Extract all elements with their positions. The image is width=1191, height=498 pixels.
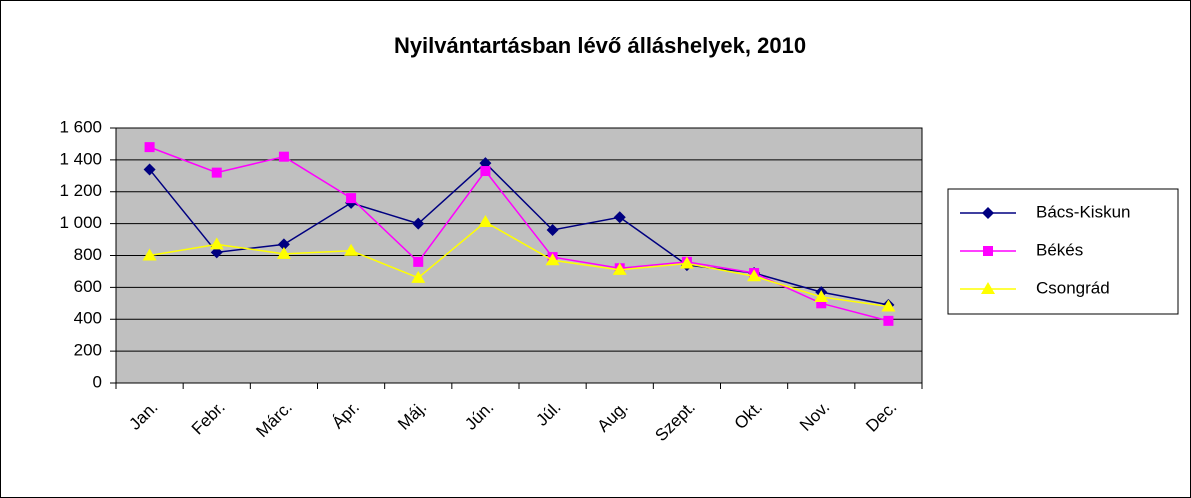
marker — [881, 299, 896, 312]
marker — [480, 166, 491, 177]
series-line — [149, 221, 889, 308]
marker — [612, 262, 627, 275]
marker — [613, 211, 626, 224]
marker — [411, 270, 426, 283]
marker — [747, 269, 762, 282]
marker — [144, 142, 155, 153]
y-tick-label: 600 — [74, 277, 102, 296]
y-tick-label: 1 000 — [59, 213, 102, 232]
marker — [211, 167, 222, 178]
marker — [982, 207, 994, 219]
y-tick-label: 800 — [74, 245, 102, 264]
marker — [546, 224, 559, 236]
marker — [814, 289, 829, 302]
marker — [142, 248, 157, 261]
marker — [883, 315, 894, 326]
marker — [276, 246, 291, 259]
legend-label: Bács-Kiskun — [1036, 202, 1130, 221]
marker — [983, 246, 993, 256]
y-tick-label: 200 — [74, 341, 102, 360]
series-line — [149, 162, 889, 306]
legend-label: Csongrád — [1036, 278, 1110, 297]
chart-title: Nyilvántartásban lévő álláshelyek, 2010 — [394, 33, 806, 58]
marker — [277, 238, 290, 251]
series-line — [149, 146, 889, 322]
y-tick-label: 1 400 — [59, 149, 102, 168]
marker — [143, 163, 156, 176]
marker — [545, 253, 560, 266]
marker — [413, 256, 424, 267]
marker — [981, 282, 995, 294]
y-tick-label: 0 — [93, 372, 102, 391]
marker — [344, 243, 359, 256]
marker — [209, 237, 224, 250]
marker — [346, 193, 357, 204]
y-tick-label: 1 200 — [59, 181, 102, 200]
marker — [679, 256, 694, 269]
marker — [816, 298, 827, 309]
legend-label: Békés — [1036, 240, 1083, 259]
y-tick-label: 400 — [74, 309, 102, 328]
marker — [278, 151, 289, 162]
marker — [478, 215, 493, 228]
marker — [412, 217, 425, 230]
y-tick-label: 1 600 — [59, 117, 102, 136]
